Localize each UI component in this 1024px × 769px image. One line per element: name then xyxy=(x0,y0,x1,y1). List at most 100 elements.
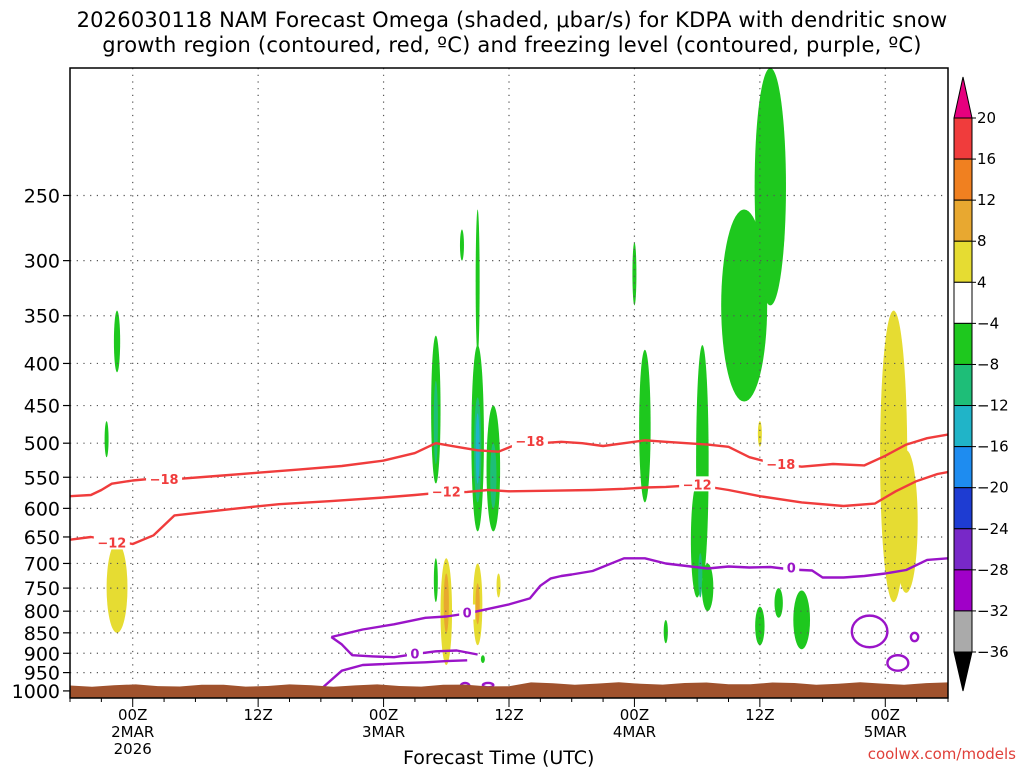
colorbar-bin-2 xyxy=(953,199,973,242)
colorbar-bin-10 xyxy=(953,528,973,571)
omega-region-24 xyxy=(698,553,703,598)
isotherm-label-bg-1-0 xyxy=(93,534,130,550)
colorbar-bin-9 xyxy=(953,487,973,530)
colorbar-label-9: −20 xyxy=(977,479,1009,497)
omega-region-7 xyxy=(443,573,449,633)
colorbar: 20 16 12 8 4 −4 −8 −12 −16 −20 −24 −28 −32 −36 xyxy=(953,76,1009,692)
colorbar-bin-12 xyxy=(953,610,973,653)
x-axis-title: Forecast Time (UTC) xyxy=(403,747,595,769)
chart-title-line-1: 2026030118 NAM Forecast Omega (shaded, μ… xyxy=(76,8,948,32)
omega-region-16 xyxy=(475,583,480,625)
isotherm-0-2 xyxy=(320,659,468,691)
colorbar-label-4: 4 xyxy=(977,273,987,291)
omega-region-17 xyxy=(496,573,501,598)
x-tick-label-30-0: 00Z xyxy=(369,706,398,724)
x-tick-label-6-0: 00Z xyxy=(118,706,147,724)
omega-region-30 xyxy=(774,588,783,618)
omega-region-20 xyxy=(639,349,651,503)
omega-region-4 xyxy=(433,380,438,465)
colorbar-label-3: 8 xyxy=(977,232,987,250)
isotherm-label-3-0: 0 xyxy=(463,607,472,622)
isotherm-label-bg-0-2 xyxy=(762,456,799,472)
y-tick-label-800: 800 xyxy=(24,601,60,623)
temperature-contours: −18 −18 −18 −12 −12 −12 0 0 0 xyxy=(70,433,948,691)
colorbar-lower-extension xyxy=(953,651,973,692)
x-tick-label-30-1: 3MAR xyxy=(362,723,405,741)
omega-region-25 xyxy=(701,563,714,612)
isotherm-0-3 xyxy=(331,557,948,639)
x-tick-label-54-0: 00Z xyxy=(620,706,649,724)
isotherm-label-4-0: 0 xyxy=(410,647,419,662)
isotherm-label-bg-1-1 xyxy=(428,483,465,499)
colorbar-label-8: −16 xyxy=(977,438,1009,456)
isotherm-label-bg-3-0 xyxy=(459,604,476,620)
x-tick-label-6-1: 2MAR xyxy=(111,723,154,741)
colorbar-label-0: 20 xyxy=(977,109,996,127)
y-tick-label-850: 850 xyxy=(24,623,60,645)
colorbar-label-5: −4 xyxy=(977,314,999,332)
omega-region-29 xyxy=(777,209,785,255)
y-tick-label-700: 700 xyxy=(24,553,60,575)
isotherm-label-bg-4-0 xyxy=(406,645,423,661)
colorbar-bin-4 xyxy=(953,281,973,324)
isotherm-label-bg-1-2 xyxy=(679,476,716,492)
y-tick-label-600: 600 xyxy=(24,498,60,520)
y-tick-label-750: 750 xyxy=(24,578,60,600)
colorbar-bin-7 xyxy=(953,405,973,448)
isotherm-label-0-1: −18 xyxy=(515,435,544,450)
chart-title: 2026030118 NAM Forecast Omega (shaded, μ… xyxy=(0,8,1024,58)
isotherm-label-0-0: −18 xyxy=(150,473,179,488)
colorbar-bin-11 xyxy=(953,569,973,612)
omega-region-19 xyxy=(632,242,637,306)
colorbar-bin-3 xyxy=(953,240,973,283)
y-tick-label-900: 900 xyxy=(24,643,60,665)
y-tick-label-1000: 1000 xyxy=(12,681,60,703)
credit-link[interactable]: coolwx.com/models xyxy=(867,745,1016,763)
colorbar-label-7: −12 xyxy=(977,397,1009,415)
isotherm-loop-2 xyxy=(909,631,920,643)
colorbar-bin-8 xyxy=(953,446,973,489)
y-tick-label-500: 500 xyxy=(24,433,60,455)
omega-region-32 xyxy=(793,590,811,650)
y-tick-label-300: 300 xyxy=(24,251,60,273)
colorbar-bin-6 xyxy=(953,363,973,407)
isotherm-label-1-0: −12 xyxy=(97,536,126,551)
x-tick-label-54-1: 4MAR xyxy=(613,723,656,741)
isotherm-label-3-1: 0 xyxy=(787,562,796,577)
y-tick-label-650: 650 xyxy=(24,527,60,549)
x-tick-label-66-0: 12Z xyxy=(745,706,774,724)
y-tick-label-550: 550 xyxy=(24,467,60,489)
isotherm-loop-1 xyxy=(886,654,910,672)
y-tick-label-400: 400 xyxy=(24,353,60,375)
isotherm-label-bg-0-0 xyxy=(146,471,183,487)
omega-shading xyxy=(104,68,918,665)
chart-title-line-2: growth region (contoured, red, ºC) and f… xyxy=(102,33,922,57)
grid-lines xyxy=(70,68,948,698)
colorbar-label-13: −36 xyxy=(977,643,1009,661)
omega-region-31 xyxy=(755,606,765,646)
x-tick-label-42-0: 12Z xyxy=(494,706,523,724)
colorbar-bin-0 xyxy=(953,117,973,160)
x-tick-label-18-0: 12Z xyxy=(243,706,272,724)
colorbar-upper-extension xyxy=(953,76,973,119)
omega-region-34 xyxy=(894,450,918,593)
omega-region-18 xyxy=(480,655,485,664)
omega-region-9 xyxy=(475,209,480,355)
y-tick-label-350: 350 xyxy=(24,306,60,328)
x-tick-label-6-2: 2026 xyxy=(114,740,152,758)
omega-region-27 xyxy=(721,209,768,402)
colorbar-bin-5 xyxy=(953,322,973,365)
colorbar-bin-1 xyxy=(953,158,973,201)
omega-region-12 xyxy=(475,413,480,484)
colorbar-label-1: 16 xyxy=(977,150,996,168)
y-tick-label-250: 250 xyxy=(24,185,60,207)
x-tick-label-78-1: 5MAR xyxy=(864,723,907,741)
isotherm-label-bg-3-1 xyxy=(783,559,800,575)
isotherm-label-0-2: −18 xyxy=(766,458,795,473)
colorbar-label-6: −8 xyxy=(977,355,999,373)
colorbar-label-2: 12 xyxy=(977,191,996,209)
terrain-area xyxy=(70,682,948,698)
isotherm--12-1 xyxy=(70,470,948,546)
isotherm-label-1-1: −12 xyxy=(432,485,461,500)
omega-region-1 xyxy=(113,310,121,373)
